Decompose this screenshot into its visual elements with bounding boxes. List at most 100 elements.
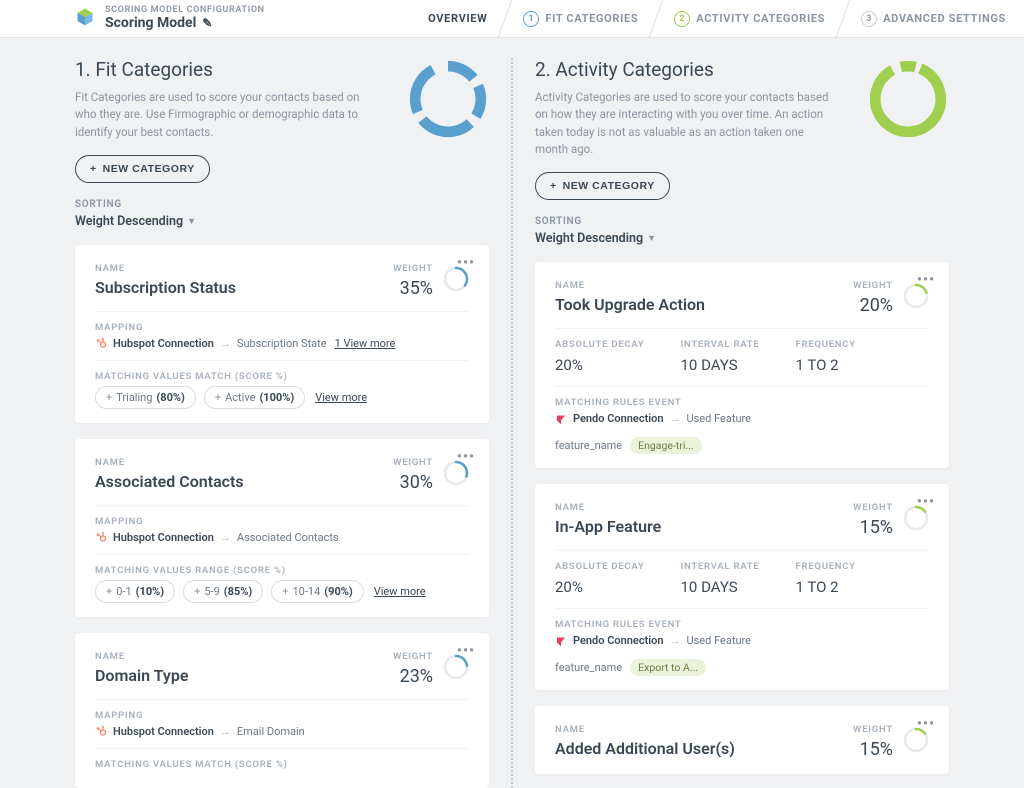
card-menu-icon[interactable]: ••• [457,449,475,465]
connection-name: Hubspot Connection [113,337,214,350]
card-head: NAME In-App Feature WEIGHT 15% [555,502,929,551]
value-pill[interactable]: + 10-14 (90%) [271,580,364,603]
weight-label: WEIGHT [853,280,893,291]
card-title: Took Upgrade Action [555,295,705,314]
step-overview[interactable]: OVERVIEW [410,0,505,37]
value-pill[interactable]: + 5-9 (85%) [183,580,263,603]
activity-desc: Activity Categories are used to score yo… [535,89,835,158]
card-menu-icon[interactable]: ••• [457,643,475,659]
name-label: NAME [95,457,244,468]
activity-header: 2. Activity Categories Activity Categori… [535,58,949,246]
sorting-label: SORTING [535,216,949,227]
step-num-icon: 2 [674,11,690,27]
value-pill[interactable]: + 0-1 (10%) [95,580,175,603]
feature-row: feature_name Export to A... [555,659,929,676]
card-menu-icon[interactable]: ••• [917,494,935,510]
activity-card: ••• NAME Took Upgrade Action WEIGHT 20% … [535,262,949,468]
caret-down-icon: ▼ [647,233,656,244]
card-menu-icon[interactable]: ••• [457,255,475,271]
new-category-button[interactable]: +NEW CATEGORY [535,172,670,200]
activity-column: 2. Activity Categories Activity Categori… [511,58,949,788]
weight-value: 23% [393,666,433,687]
mapping-label: MAPPING [95,516,469,527]
plus-icon: + [90,163,97,175]
arrow-icon: → [220,337,231,350]
topbar: SCORING MODEL CONFIGURATION Scoring Mode… [0,0,1024,38]
match-label: MATCHING VALUES MATCH (SCORE %) [95,759,469,770]
weight-value: 20% [853,295,893,316]
arrow-icon: → [220,725,231,738]
weight-label: WEIGHT [393,651,433,662]
arrow-icon: → [220,531,231,544]
card-menu-icon[interactable]: ••• [917,272,935,288]
fit-sorting: SORTING Weight Descending ▼ [75,199,489,229]
caret-down-icon: ▼ [187,216,196,227]
weight-label: WEIGHT [393,263,433,274]
map-target: Associated Contacts [237,531,339,544]
value-pill[interactable]: + Trialing (80%) [95,386,196,409]
step-fit[interactable]: 1FIT CATEGORIES [505,0,656,37]
arrow-icon: → [670,412,681,425]
page-title-text: Scoring Model [105,16,196,31]
step-label: FIT CATEGORIES [545,12,638,25]
name-label: NAME [95,263,236,274]
activity-donut [867,58,949,144]
arrow-icon: → [670,634,681,647]
fit-card: ••• NAME Subscription Status WEIGHT 35% … [75,245,489,423]
view-more-link[interactable]: View more [315,391,367,404]
sorting-dropdown[interactable]: Weight Descending▼ [535,231,656,246]
decay-value: 1 TO 2 [795,578,855,596]
feature-key: feature_name [555,439,622,452]
connection-name: Pendo Connection [573,634,664,647]
weight-value: 15% [853,739,893,760]
weight-label: WEIGHT [853,724,893,735]
value-pill[interactable]: + Active (100%) [204,386,305,409]
step-num-icon: 3 [861,11,877,27]
decay-label: FREQUENCY [795,561,855,572]
map-target: Email Domain [237,725,305,738]
hubspot-icon [95,531,107,543]
weight-value: 15% [853,517,893,538]
fit-card: ••• NAME Associated Contacts WEIGHT 30% … [75,439,489,617]
connection-name: Hubspot Connection [113,531,214,544]
step-advanced[interactable]: 3ADVANCED SETTINGS [843,0,1024,37]
decay-value: 10 DAYS [680,578,759,596]
decay-label: INTERVAL RATE [680,561,759,572]
fit-card: ••• NAME Domain Type WEIGHT 23% MAPPING … [75,633,489,788]
wizard-steps: OVERVIEW 1FIT CATEGORIES 2 ACTIVITY CATEG… [410,0,1024,37]
step-label: OVERVIEW [428,12,487,25]
card-head: NAME Domain Type WEIGHT 23% [95,651,469,700]
decay-value: 20% [555,356,644,374]
map-target: Used Feature [687,412,751,425]
card-head: NAME Associated Contacts WEIGHT 30% [95,457,469,506]
button-label: NEW CATEGORY [563,180,655,192]
feature-tag: Engage-tri... [630,437,702,454]
view-more-link[interactable]: 1 View more [335,337,396,350]
fit-column: 1. Fit Categories Fit Categories are use… [75,58,511,788]
sorting-value-text: Weight Descending [75,214,183,229]
mapping-row: Hubspot Connection → Associated Contacts [95,531,469,555]
step-activity[interactable]: 2 ACTIVITY CATEGORIES [656,0,843,37]
edit-icon[interactable]: ✎ [202,17,212,30]
name-label: NAME [95,651,188,662]
match-label: MATCHING VALUES MATCH (SCORE %) [95,371,469,382]
new-category-button[interactable]: +NEW CATEGORY [75,155,210,183]
fit-desc: Fit Categories are used to score your co… [75,89,375,141]
sorting-dropdown[interactable]: Weight Descending ▼ [75,214,196,229]
sorting-label: SORTING [75,199,489,210]
view-more-link[interactable]: View more [374,585,426,598]
donut-chart-icon [867,58,949,140]
fit-donut [407,58,489,144]
card-menu-icon[interactable]: ••• [917,716,935,732]
connection-name: Hubspot Connection [113,725,214,738]
breadcrumb: SCORING MODEL CONFIGURATION Scoring Mode… [105,6,265,31]
card-head: NAME Took Upgrade Action WEIGHT 20% [555,280,929,329]
decay-label: FREQUENCY [795,339,855,350]
feature-row: feature_name Engage-tri... [555,437,929,454]
mapping-label: MAPPING [95,710,469,721]
activity-card: ••• NAME Added Additional User(s) WEIGHT… [535,706,949,774]
step-label: ACTIVITY CATEGORIES [696,12,825,25]
feature-key: feature_name [555,661,622,674]
activity-card: ••• NAME In-App Feature WEIGHT 15% ABSOL… [535,484,949,690]
card-title: Domain Type [95,666,188,685]
